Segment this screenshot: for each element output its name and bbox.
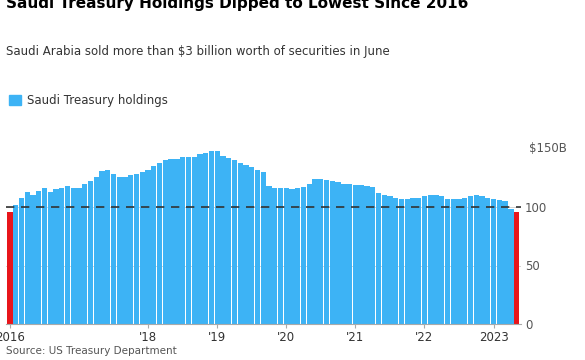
Bar — [151, 166, 157, 324]
Bar — [347, 184, 352, 324]
Bar — [157, 163, 162, 324]
Bar — [25, 192, 30, 324]
Bar — [30, 195, 36, 324]
Bar — [514, 212, 519, 324]
Bar — [272, 188, 277, 324]
Bar — [128, 175, 133, 324]
Bar — [497, 200, 502, 324]
Bar — [209, 151, 214, 324]
Bar — [381, 195, 387, 324]
Bar — [405, 199, 410, 324]
Bar — [221, 156, 226, 324]
Bar — [508, 210, 514, 324]
Bar — [335, 183, 340, 324]
Bar — [122, 177, 128, 324]
Text: $150B: $150B — [529, 142, 567, 155]
Bar — [307, 184, 312, 324]
Bar — [462, 198, 467, 324]
Bar — [59, 188, 64, 324]
Bar — [53, 189, 59, 324]
Bar — [197, 154, 202, 324]
Bar — [146, 170, 151, 324]
Text: Source: US Treasury Department: Source: US Treasury Department — [6, 346, 177, 356]
Text: Saudi Arabia sold more than $3 billion worth of securities in June: Saudi Arabia sold more than $3 billion w… — [6, 45, 390, 58]
Bar — [36, 191, 42, 324]
Bar — [399, 199, 404, 324]
Bar — [290, 189, 295, 324]
Bar — [134, 174, 139, 324]
Bar — [215, 151, 220, 324]
Bar — [174, 159, 180, 324]
Bar — [42, 188, 47, 324]
Bar — [428, 195, 433, 324]
Bar — [456, 199, 462, 324]
Bar — [76, 188, 82, 324]
Bar — [295, 188, 301, 324]
Bar — [301, 187, 306, 324]
Bar — [116, 177, 122, 324]
Bar — [485, 198, 490, 324]
Bar — [439, 197, 445, 324]
Bar — [387, 197, 393, 324]
Bar — [140, 172, 145, 324]
Bar — [445, 199, 450, 324]
Bar — [111, 174, 116, 324]
Bar — [341, 184, 346, 324]
Bar — [422, 197, 427, 324]
Bar — [266, 186, 271, 324]
Bar — [180, 157, 185, 324]
Bar — [474, 195, 479, 324]
Legend: Saudi Treasury holdings: Saudi Treasury holdings — [9, 94, 167, 107]
Bar — [243, 165, 249, 324]
Bar — [232, 160, 237, 324]
Bar — [47, 192, 53, 324]
Bar — [410, 198, 415, 324]
Bar — [186, 157, 191, 324]
Bar — [393, 198, 398, 324]
Bar — [260, 172, 266, 324]
Bar — [71, 188, 76, 324]
Bar — [450, 199, 456, 324]
Bar — [19, 198, 24, 324]
Bar — [226, 158, 231, 324]
Bar — [480, 197, 485, 324]
Bar — [359, 185, 364, 324]
Bar — [82, 184, 87, 324]
Bar — [353, 185, 358, 324]
Bar — [88, 181, 93, 324]
Bar — [491, 199, 496, 324]
Bar — [65, 186, 70, 324]
Bar — [503, 201, 508, 324]
Bar — [376, 193, 381, 324]
Bar — [468, 197, 473, 324]
Bar — [433, 195, 439, 324]
Bar — [364, 186, 370, 324]
Bar — [312, 179, 318, 324]
Bar — [255, 170, 260, 324]
Bar — [163, 160, 168, 324]
Text: Saudi Treasury Holdings Dipped to Lowest Since 2016: Saudi Treasury Holdings Dipped to Lowest… — [6, 0, 468, 11]
Bar — [370, 187, 376, 324]
Bar — [168, 159, 174, 324]
Bar — [278, 188, 283, 324]
Bar — [284, 188, 289, 324]
Bar — [416, 198, 421, 324]
Bar — [238, 163, 243, 324]
Bar — [324, 180, 329, 324]
Bar — [94, 177, 99, 324]
Bar — [191, 157, 197, 324]
Bar — [13, 204, 18, 324]
Bar — [330, 181, 335, 324]
Bar — [99, 171, 105, 324]
Bar — [318, 179, 324, 324]
Bar — [7, 212, 12, 324]
Bar — [203, 153, 208, 324]
Bar — [105, 170, 111, 324]
Bar — [249, 167, 254, 324]
